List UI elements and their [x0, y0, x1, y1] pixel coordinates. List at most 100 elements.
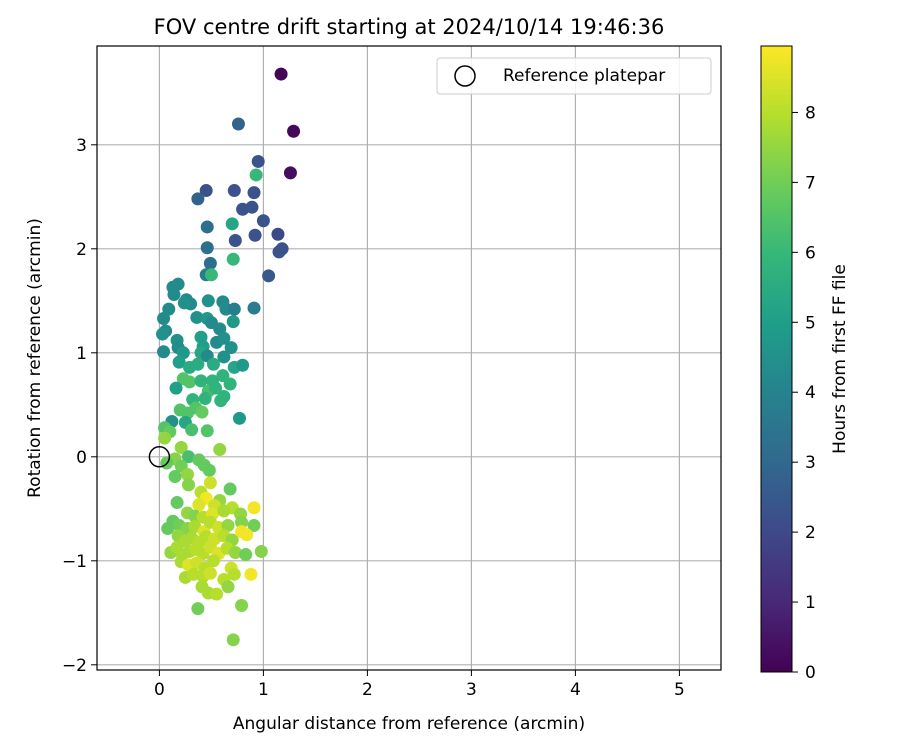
y-tick-label: −2 [62, 656, 87, 676]
colorbar-tick-label: 7 [805, 173, 816, 193]
scatter-point [199, 184, 213, 198]
scatter-point [182, 450, 196, 464]
scatter-point [217, 331, 231, 345]
reference-marker-layer [148, 446, 171, 468]
scatter-point [185, 423, 199, 437]
scatter-point [223, 377, 237, 391]
colorbar-tick-label: 0 [805, 663, 816, 683]
scatter-point [172, 355, 186, 369]
scatter-point [239, 548, 253, 562]
scatter-point [203, 476, 217, 490]
colorbar: 0 1 2 3 4 5 6 7 8 Hours from first FF file [760, 45, 850, 683]
colorbar-label: Hours from first FF file [830, 264, 850, 454]
scatter-point [158, 431, 172, 445]
reference-platepar-marker [148, 446, 171, 468]
scatter-point [247, 501, 261, 515]
scatter-point [225, 217, 239, 231]
scatter-point [191, 602, 205, 616]
scatter-point [203, 256, 217, 270]
scatter-point [235, 515, 249, 529]
scatter-point [251, 154, 265, 168]
scatter-point [192, 498, 206, 512]
scatter-point [157, 345, 171, 359]
scatter-point [217, 504, 231, 518]
scatter-point [191, 192, 205, 206]
scatter-point [213, 443, 227, 457]
x-axis-label: Angular distance from reference (arcmin) [233, 714, 585, 734]
scatter-point [194, 374, 208, 388]
scatter-point [247, 518, 261, 532]
scatter-point [200, 220, 214, 234]
scatter-point [190, 310, 204, 324]
scatter-point [209, 381, 223, 395]
y-tick-label: −1 [62, 552, 87, 572]
legend-box [436, 57, 712, 95]
scatter-point [157, 311, 171, 325]
scatter-point [210, 587, 224, 601]
scatter-point [256, 214, 270, 228]
scatter-point [206, 357, 220, 371]
x-tick-label: 5 [674, 680, 685, 700]
scatter-point [244, 567, 258, 581]
scatter-point [262, 269, 276, 283]
scatter-point [167, 288, 181, 302]
scatter-point [226, 315, 240, 329]
scatter-point [226, 633, 240, 647]
scatter-point [180, 467, 194, 481]
scatter-point [227, 184, 241, 198]
scatter-point [203, 566, 217, 580]
data-points [156, 67, 301, 647]
y-axis-label: Rotation from reference (arcmin) [25, 218, 45, 498]
y-axis-ticks: −2 −1 0 1 2 3 [62, 136, 97, 676]
x-axis-ticks: 0 1 2 3 4 5 [154, 670, 685, 700]
scatter-point [224, 341, 238, 355]
scatter-point [182, 478, 196, 492]
scatter-point [169, 381, 183, 395]
y-tick-label: 0 [76, 448, 87, 468]
scatter-point [235, 599, 249, 613]
scatter-point [221, 580, 235, 594]
colorbar-tick-label: 6 [805, 243, 816, 263]
scatter-point [271, 227, 285, 241]
scatter-point [191, 357, 205, 371]
y-tick-label: 3 [76, 136, 87, 156]
legend: Reference platepar [436, 57, 712, 95]
y-tick-label: 1 [76, 344, 87, 364]
y-tick-label: 2 [76, 240, 87, 260]
scatter-point [200, 241, 214, 255]
scatter-point [228, 545, 242, 559]
scatter-point [156, 327, 170, 341]
plot-area-frame [96, 45, 722, 671]
colorbar-ticks: 0 1 2 3 4 5 6 7 8 [792, 103, 816, 683]
scatter-point [226, 252, 240, 266]
scatter-point [221, 518, 235, 532]
scatter-point [274, 67, 288, 81]
scatter-point [202, 463, 216, 477]
scatter-point [223, 482, 237, 496]
colorbar-gradient [760, 45, 793, 673]
scatter-point [240, 528, 254, 542]
colorbar-tick-label: 1 [805, 593, 816, 613]
scatter-point [283, 166, 297, 180]
scatter-point [247, 301, 261, 315]
scatter-point [227, 567, 241, 581]
scatter-point [170, 496, 184, 510]
scatter-point [195, 405, 209, 419]
colorbar-tick-label: 2 [805, 523, 816, 543]
scatter-point [217, 350, 231, 364]
x-tick-label: 2 [362, 680, 373, 700]
scatter-point [227, 302, 241, 316]
scatter-point [228, 233, 242, 247]
scatter-point [232, 411, 246, 425]
x-tick-label: 4 [570, 680, 581, 700]
scatter-point [248, 228, 262, 242]
colorbar-tick-label: 4 [805, 383, 816, 403]
scatter-point [168, 470, 182, 484]
scatter-point [236, 358, 250, 372]
scatter-point [245, 200, 259, 214]
scatter-point [174, 440, 188, 454]
colorbar-tick-label: 5 [805, 313, 816, 333]
scatter-point [200, 424, 214, 438]
scatter-point [287, 124, 301, 138]
